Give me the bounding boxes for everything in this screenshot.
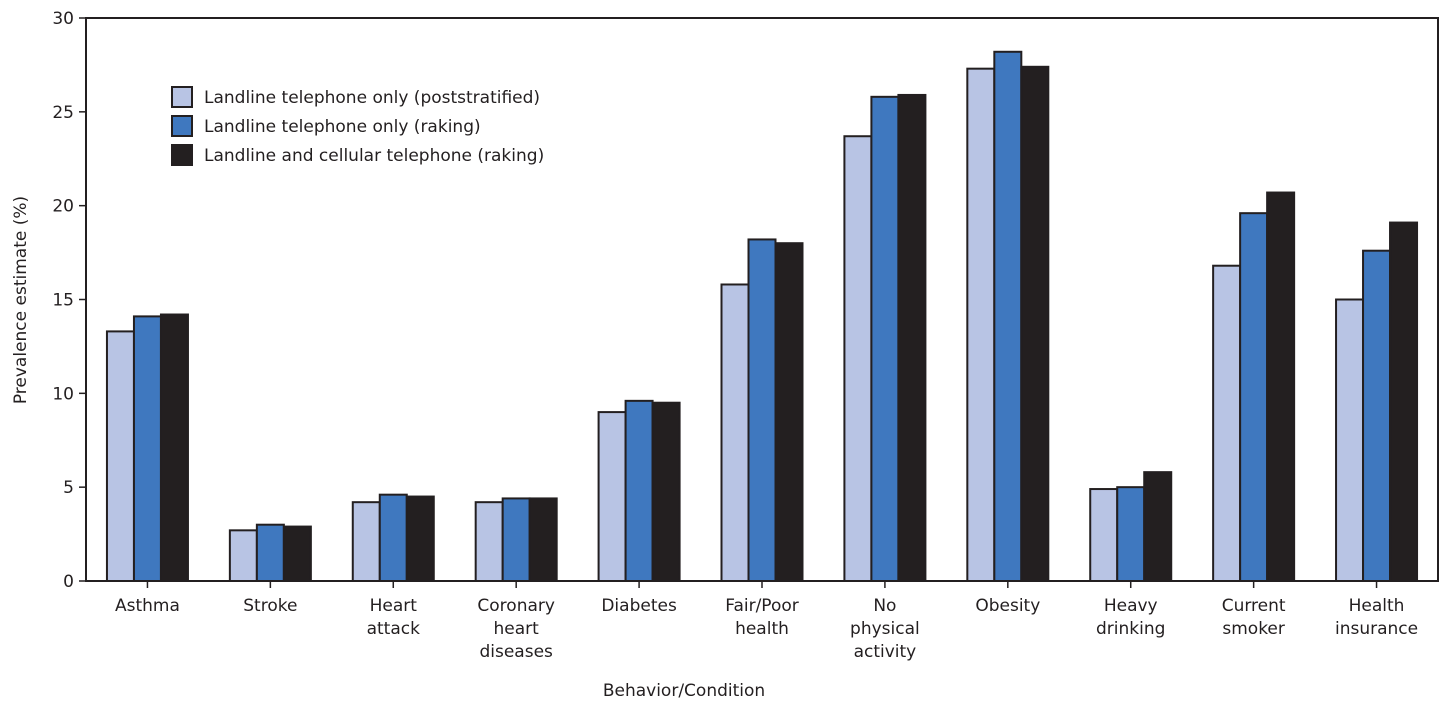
bar [474,501,504,582]
legend-label: Landline and cellular telephone (raking) [204,146,544,166]
bar [966,67,996,583]
bar [255,523,285,583]
bar [597,411,627,582]
x-tick-label: Health insurance [1335,596,1418,639]
bar [228,529,258,583]
legend-label: Landline telephone only (poststratified) [204,88,540,108]
bar [843,135,873,582]
bar [528,497,558,582]
x-tick-label: Coronary heart diseases [477,596,555,662]
bar [774,242,804,582]
bar [1089,488,1119,582]
y-tick-label: 30 [52,9,74,29]
y-tick-label: 0 [63,572,74,592]
bar [1116,486,1146,582]
y-tick-label: 25 [52,103,74,123]
bar [159,313,189,582]
y-tick-label: 10 [52,384,74,404]
legend-label: Landline telephone only (raking) [204,117,481,137]
bar [720,283,750,582]
y-tick-label: 20 [52,197,74,217]
bar [501,497,531,582]
bar [1389,221,1419,582]
bar [1020,65,1050,582]
plot-frame [85,17,1439,582]
bar [132,315,162,582]
bar [624,399,654,582]
x-tick-label: Asthma [115,596,180,616]
y-tick-label: 5 [63,478,74,498]
legend-swatch [171,115,193,137]
x-tick-label: Diabetes [601,596,677,616]
bar [651,401,681,583]
bar [405,495,435,582]
x-tick-label: Heavy drinking [1096,596,1165,639]
x-tick-label: Stroke [243,596,297,616]
bar [1335,298,1365,582]
bar [282,525,312,582]
bar [1143,471,1173,582]
x-tick-label: Current smoker [1222,596,1286,639]
legend-swatch [171,144,193,166]
bar [993,50,1023,582]
x-tick-label: Obesity [975,596,1040,616]
y-tick-label: 15 [52,291,74,311]
bar [105,330,135,582]
bar [897,93,927,583]
bar [1362,249,1392,582]
bar [870,95,900,582]
bar [1239,212,1269,582]
x-axis-title: Behavior/Condition [603,681,765,701]
legend-swatch [171,86,193,108]
x-tick-label: Heart attack [367,596,421,639]
bar [747,238,777,583]
x-tick-label: No physical activity [850,596,920,662]
x-tick-label: Fair/Poor health [725,596,799,639]
bar [351,501,381,582]
y-axis-title: Prevalence estimate (%) [11,196,31,404]
bar [1266,191,1296,582]
bar [1212,264,1242,582]
bar [378,493,408,583]
